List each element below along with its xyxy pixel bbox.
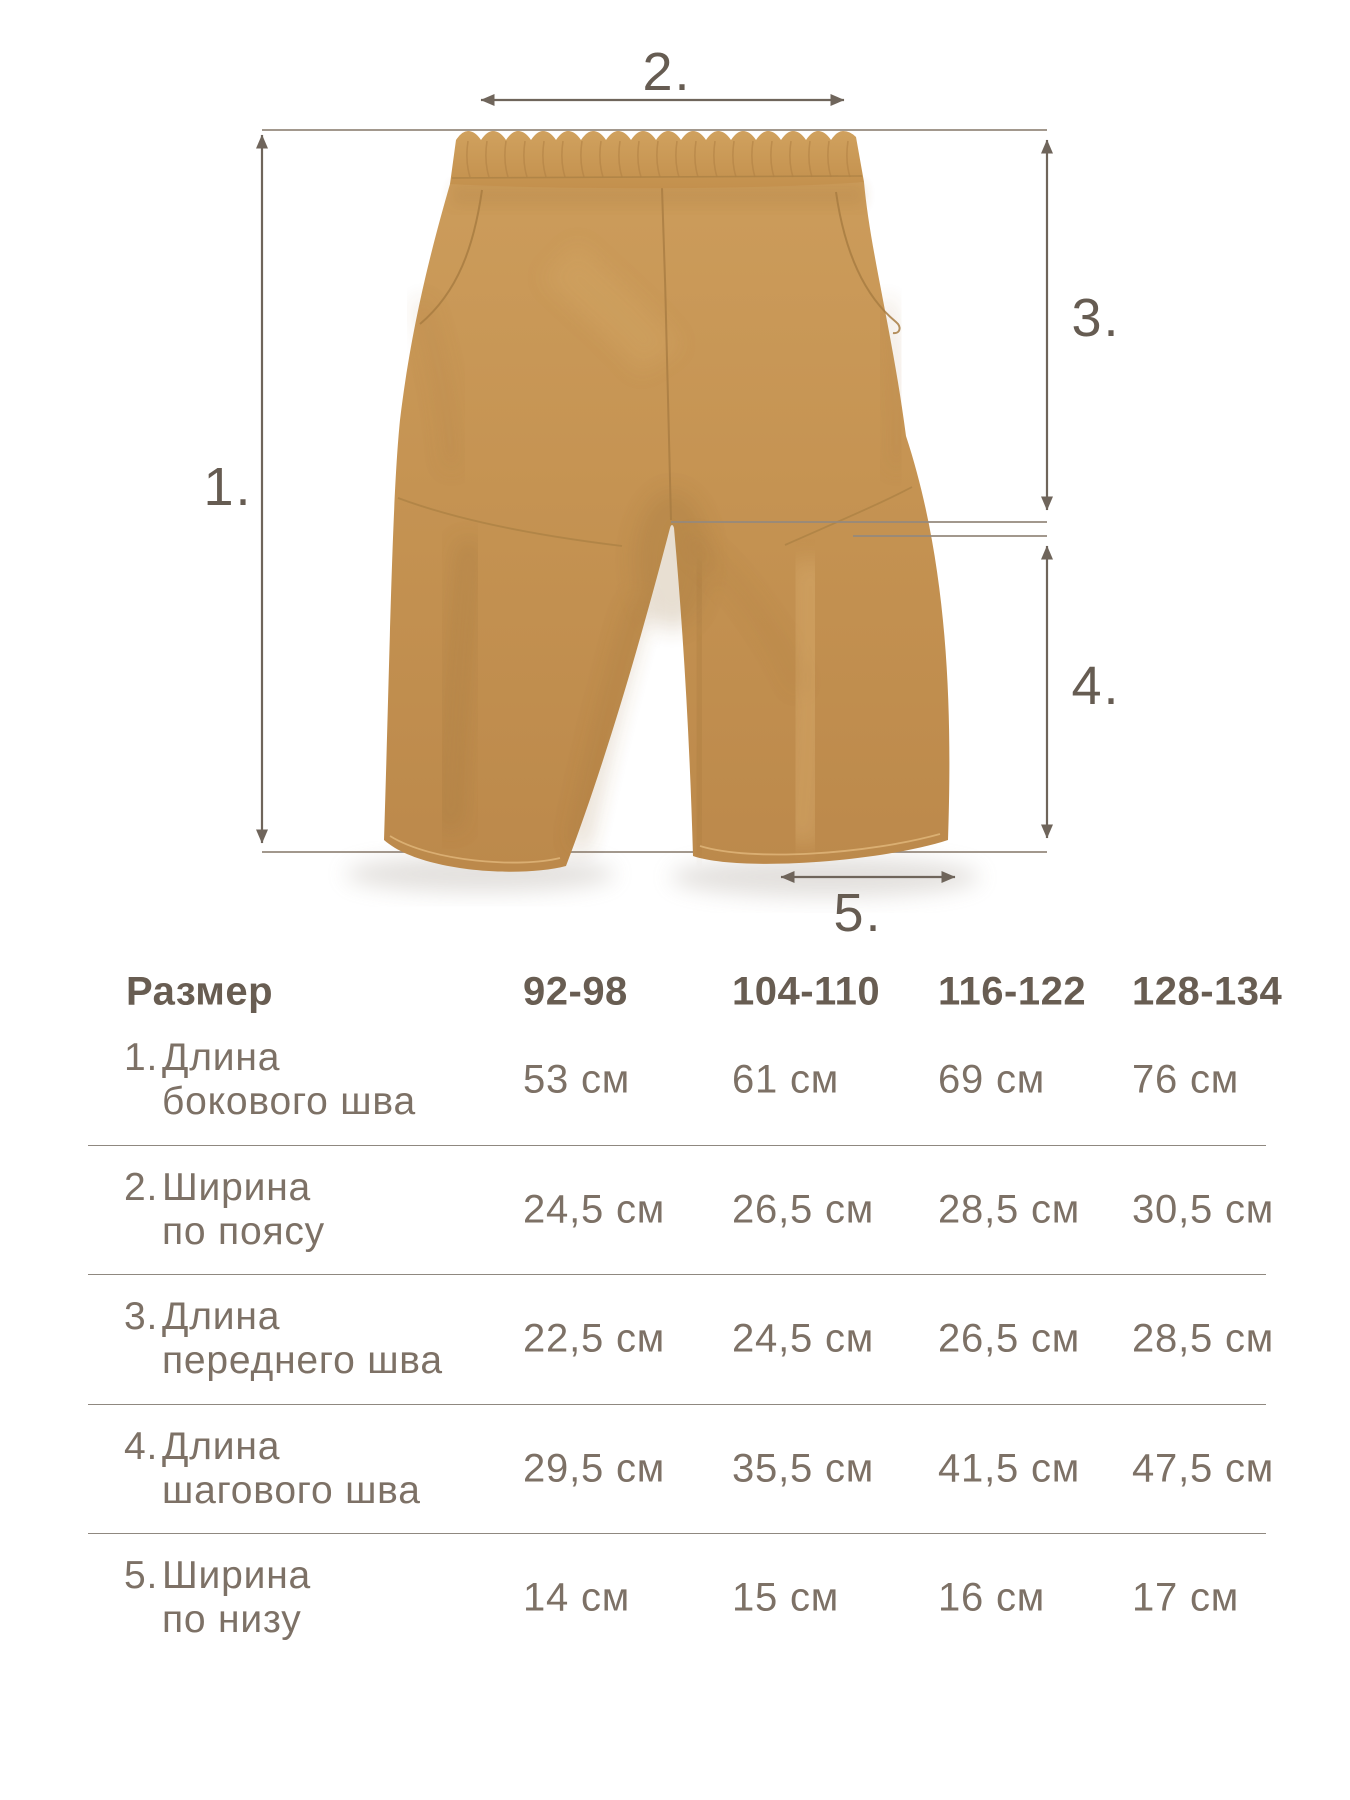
row-number: 2.	[124, 1165, 159, 1209]
table-row-side-seam-length: 1. Длина бокового шва 53 см 61 см 69 см …	[88, 1016, 1266, 1146]
waistband-gathers	[466, 140, 851, 178]
size-table: Размер 92-98 104-110 116-122 128-134 1. …	[88, 942, 1282, 1702]
row-label: 4. Длина шагового шва	[124, 1425, 421, 1513]
dimension-labels: 1. 2. 3. 4. 5.	[203, 42, 1120, 943]
row-number: 3.	[124, 1295, 159, 1339]
row-name-line2: переднего шва	[162, 1339, 443, 1383]
row-number: 4.	[124, 1424, 159, 1468]
left-hem-stitch	[389, 835, 561, 864]
dimension-label-4: 4.	[1071, 656, 1120, 716]
table-row-hem-width: 5. Ширина по низу 14 см 15 см 16 см 17 с…	[88, 1534, 1266, 1663]
row-name-line1: Длина	[162, 1036, 281, 1080]
cell-value: 47,5 см	[1132, 1446, 1275, 1491]
cell-value: 26,5 см	[938, 1316, 1081, 1361]
left-pocket-seam	[419, 189, 483, 325]
cell-value: 61 см	[732, 1057, 840, 1102]
row-name-line2: по низу	[162, 1598, 302, 1642]
size-table-rows: 1. Длина бокового шва 53 см 61 см 69 см …	[88, 1016, 1273, 1663]
trousers-measurement-diagram: 1. 2. 3. 4. 5.	[203, 42, 1120, 943]
cell-value: 26,5 см	[732, 1187, 875, 1232]
pants-image	[384, 131, 950, 872]
table-row-waist-width: 2. Ширина по поясу 24,5 см 26,5 см 28,5 …	[88, 1146, 1273, 1275]
dimension-label-5: 5.	[833, 883, 882, 943]
row-label: 2. Ширина по поясу	[124, 1166, 325, 1254]
cell-value: 14 см	[523, 1575, 631, 1620]
right-knee-seam	[784, 486, 913, 546]
cell-value: 76 см	[1132, 1057, 1240, 1102]
row-name-line1: Длина	[162, 1295, 281, 1339]
right-hem-stitch	[699, 833, 941, 856]
fly-seam	[661, 187, 672, 521]
cell-value: 35,5 см	[732, 1446, 875, 1491]
cell-value: 30,5 см	[1132, 1187, 1275, 1232]
row-name-line1: Длина	[162, 1424, 281, 1468]
header-size-128-134: 128-134	[1132, 969, 1283, 1014]
cell-value: 22,5 см	[523, 1316, 666, 1361]
table-row-front-seam-length: 3. Длина переднего шва 22,5 см 24,5 см 2…	[88, 1275, 1273, 1405]
cell-value: 69 см	[938, 1057, 1046, 1102]
dimension-label-2: 2.	[642, 42, 691, 102]
row-name-line2: бокового шва	[162, 1080, 416, 1124]
row-name-line1: Ширина	[162, 1554, 312, 1598]
row-label: 3. Длина переднего шва	[124, 1295, 443, 1383]
header-size-116-122: 116-122	[938, 969, 1087, 1014]
dimension-lines	[256, 94, 1053, 883]
row-number: 5.	[124, 1554, 159, 1598]
cell-value: 53 см	[523, 1057, 631, 1102]
cell-value: 29,5 см	[523, 1446, 666, 1491]
size-table-header: Размер 92-98 104-110 116-122 128-134	[88, 942, 1282, 1042]
cell-value: 24,5 см	[732, 1316, 875, 1361]
row-number: 1.	[124, 1036, 159, 1080]
row-name-line1: Ширина	[162, 1165, 312, 1209]
cell-value: 17 см	[1132, 1575, 1240, 1620]
table-row-inseam-length: 4. Длина шагового шва 29,5 см 35,5 см 41…	[88, 1405, 1273, 1534]
dimension-label-3: 3.	[1071, 288, 1120, 348]
header-size-92-98: 92-98	[523, 969, 628, 1014]
right-pocket-seam	[835, 191, 901, 335]
cell-value: 24,5 см	[523, 1187, 666, 1232]
row-label: 1. Длина бокового шва	[124, 1036, 416, 1124]
left-knee-seam	[397, 497, 623, 547]
cell-value: 28,5 см	[938, 1187, 1081, 1232]
cell-value: 15 см	[732, 1575, 840, 1620]
header-size-label: Размер	[126, 969, 274, 1014]
dimension-label-1: 1.	[203, 457, 252, 517]
cell-value: 28,5 см	[1132, 1316, 1275, 1361]
cell-value: 16 см	[938, 1575, 1046, 1620]
row-label: 5. Ширина по низу	[124, 1554, 311, 1642]
cell-value: 41,5 см	[938, 1446, 1081, 1491]
header-size-104-110: 104-110	[732, 969, 881, 1014]
row-name-line2: шагового шва	[162, 1468, 421, 1512]
row-name-line2: по поясу	[162, 1209, 325, 1253]
